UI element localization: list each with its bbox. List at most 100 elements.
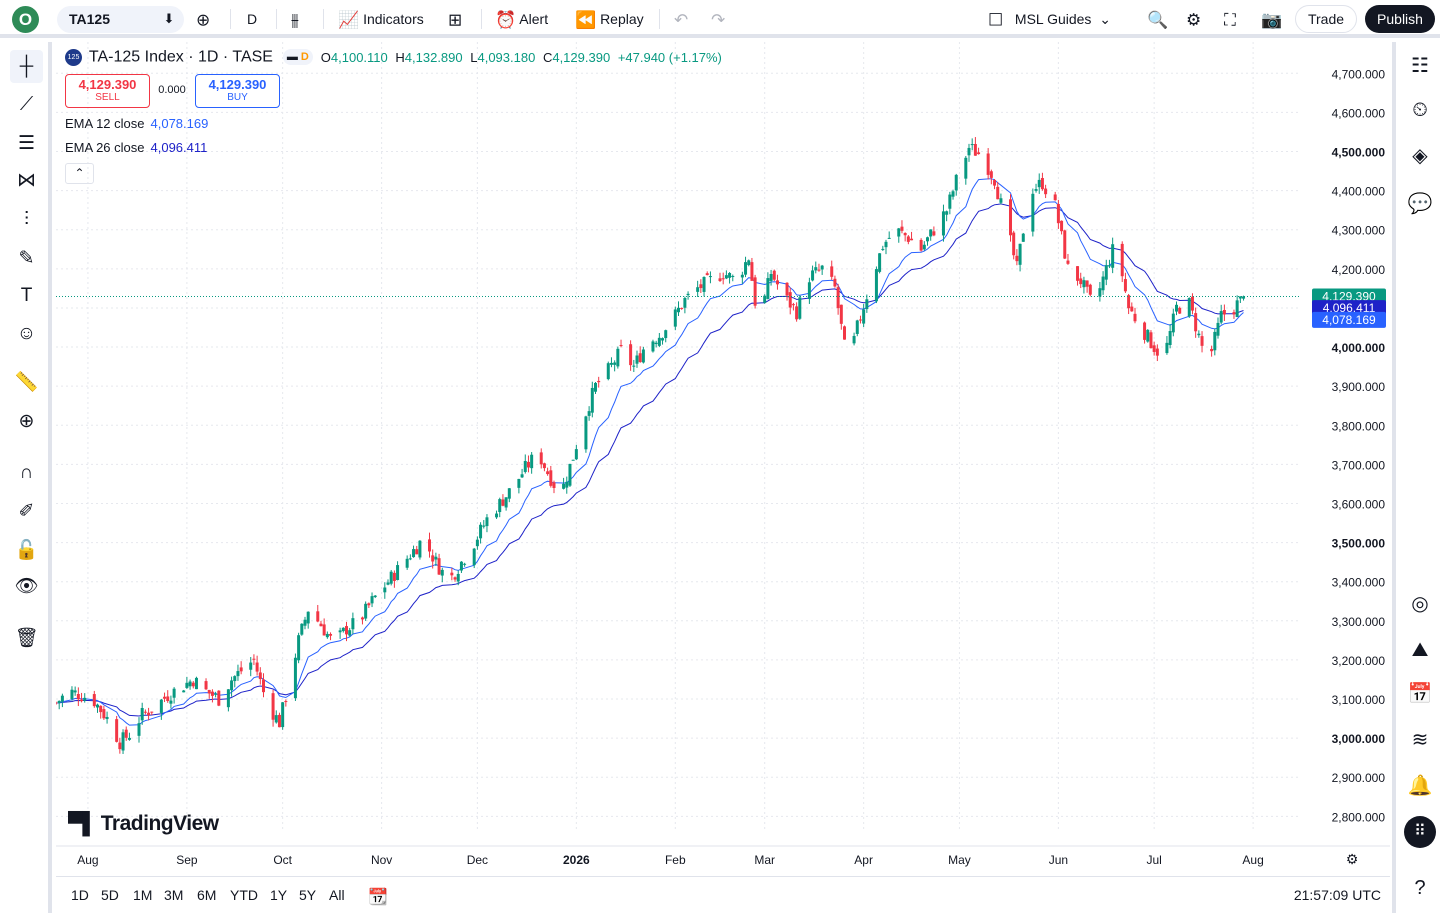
candle-body (657, 337, 661, 346)
lock-drawings-tool[interactable]: 🔓 (10, 534, 43, 567)
streams-button[interactable]: ≋ (1404, 724, 1436, 756)
trade-button[interactable]: Trade (1295, 5, 1357, 33)
candle-body (1082, 280, 1086, 288)
candle-body (412, 549, 416, 558)
indicators-button[interactable]: 📈 Indicators (338, 0, 424, 38)
candle-body (772, 270, 776, 280)
candle-body (383, 587, 387, 593)
range-5d[interactable]: 5D (101, 887, 119, 903)
range-1m[interactable]: 1M (133, 887, 153, 903)
clock-utc[interactable]: 21:57:09 UTC (1293, 887, 1381, 903)
collapse-legend-button[interactable]: ⌃ (65, 163, 94, 184)
target-icon: ◎ (1411, 593, 1429, 615)
candle-body (641, 349, 645, 363)
candle-body (763, 295, 767, 303)
y-tick-label: 4,200.000 (1332, 263, 1386, 277)
calendar-button[interactable]: 📅 (1404, 678, 1436, 710)
fullscreen-button[interactable]: ⛶ (1224, 0, 1236, 38)
interval-badge[interactable]: ▬ D (282, 49, 313, 66)
measure-tool[interactable]: 📏 (10, 366, 43, 399)
candle-body (718, 278, 722, 282)
range-3m[interactable]: 3M (164, 887, 184, 903)
interval-button[interactable]: D (247, 11, 258, 27)
compare-button[interactable]: ⊕ (196, 0, 210, 38)
pine-button[interactable]: ⛰ (1404, 634, 1436, 666)
candle-body (587, 411, 591, 416)
candle-body (517, 478, 521, 488)
scale-settings-icon[interactable]: ⚙ (1346, 852, 1359, 868)
icon-tool[interactable]: ☺ (10, 317, 43, 350)
y-tick-label: 3,600.000 (1332, 497, 1386, 511)
candle-body (1060, 220, 1064, 232)
candle-body (843, 326, 846, 340)
range-1d[interactable]: 1D (71, 887, 89, 903)
settings-button[interactable]: ⚙ (1186, 0, 1201, 38)
range-5y[interactable]: 5Y (299, 887, 317, 903)
forecast-tool[interactable]: ⫶ (10, 203, 43, 236)
redo-button[interactable]: ↷ (711, 0, 725, 38)
candle-body (728, 273, 732, 278)
symbol-search[interactable]: TA125 ⬇ (57, 6, 184, 33)
text-tool[interactable]: T (10, 279, 43, 312)
layers-button[interactable]: ◈ (1404, 140, 1436, 172)
alert-button[interactable]: ⏰ Alert (495, 0, 548, 38)
symbol-menu-icon[interactable]: ⬇ (163, 11, 175, 26)
candle-body (1242, 296, 1246, 299)
brush-tool[interactable]: ✎ (10, 242, 43, 275)
candle-body (1079, 278, 1083, 285)
alerts-button[interactable]: ⏲ (1404, 94, 1436, 126)
publish-button[interactable]: Publish (1365, 5, 1435, 33)
candle-body (874, 269, 878, 302)
candle-body (1152, 345, 1156, 352)
candle-body (1171, 313, 1175, 333)
quick-search-button[interactable]: 🔍 (1147, 0, 1168, 38)
zoom-tool[interactable]: ⊕ (10, 405, 43, 438)
indicator-ema12[interactable]: EMA 12 close 4,078.169 (65, 116, 208, 131)
y-tick-label: 3,700.000 (1332, 458, 1386, 472)
range-6m[interactable]: 6M (197, 887, 217, 903)
candle-body (881, 248, 885, 250)
chat-button[interactable]: 💬 (1404, 188, 1436, 220)
candle-body (594, 382, 597, 392)
magnet-tool[interactable]: ∩ (10, 456, 43, 489)
range-1y[interactable]: 1Y (270, 887, 288, 903)
goto-date-button[interactable]: 📆 (368, 887, 388, 907)
replay-button[interactable]: ⏪ Replay (575, 0, 644, 38)
indicator-ema26[interactable]: EMA 26 close 4,096.411 (65, 140, 207, 155)
watchlist-button[interactable]: ☷ (1404, 50, 1436, 82)
help-button[interactable]: ? (1404, 872, 1436, 904)
layout-menu[interactable]: ☐ MSL Guides ⌄ (988, 0, 1111, 38)
range-ytd[interactable]: YTD (230, 887, 258, 903)
ideas-button[interactable]: ◎ (1404, 588, 1436, 620)
candle-body (233, 676, 237, 682)
apps-button[interactable]: ⠿ (1404, 816, 1436, 848)
candle-body (408, 558, 412, 560)
snapshot-button[interactable]: 📷 (1261, 0, 1282, 38)
hide-drawings-tool[interactable]: 👁 (10, 570, 43, 603)
chart-type-button[interactable]: ⫵ (291, 0, 299, 38)
chat-icon: 💬 (1407, 193, 1433, 215)
candle-body (833, 278, 837, 287)
sell-button[interactable]: 4,129.390 SELL (65, 74, 150, 108)
candle-body (1146, 329, 1150, 342)
symbol-title[interactable]: TA-125 Index · 1D · TASE (88, 48, 273, 66)
candle-body (1120, 243, 1124, 277)
user-avatar[interactable]: O (12, 6, 39, 33)
candle-body (367, 603, 371, 606)
pattern-tool[interactable]: ⋈ (10, 164, 43, 197)
x-tick-label: May (948, 853, 971, 867)
buy-button[interactable]: 4,129.390 BUY (195, 74, 280, 108)
trendline-tool[interactable]: ⟋ (10, 88, 43, 121)
price-chart[interactable]: 4,700.000 4,600.000 4,500.000 4,400.000 4,30… (56, 42, 1390, 874)
notifications-button[interactable]: 🔔 (1404, 770, 1436, 802)
divider (481, 9, 482, 29)
undo-button[interactable]: ↶ (674, 0, 688, 38)
close-label: C (542, 49, 553, 65)
range-all[interactable]: All (329, 887, 345, 903)
remove-drawings-tool[interactable]: 🗑 (10, 622, 43, 655)
candle-body (1018, 243, 1022, 265)
fib-tool[interactable]: ☰ (10, 127, 43, 160)
crosshair-tool[interactable]: ┼ (10, 50, 43, 83)
templates-button[interactable]: ⊞ (448, 0, 462, 38)
stay-drawing-tool[interactable]: ✐ (10, 495, 43, 528)
